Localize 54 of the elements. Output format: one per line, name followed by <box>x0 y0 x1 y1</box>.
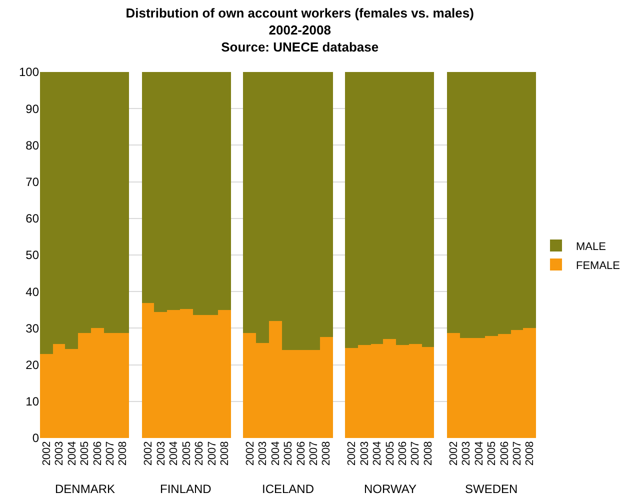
x-tick-label: 2002 <box>346 441 358 466</box>
x-tick-label: 2005 <box>79 441 92 466</box>
x-tick-label: 2006 <box>194 441 206 466</box>
y-tick-label: 90 <box>26 102 40 116</box>
x-tick-label: 2002 <box>448 441 460 466</box>
x-tick-label: 2005 <box>384 441 396 466</box>
text: SWEDEN <box>465 482 518 496</box>
x-tick-label: 2002 <box>244 441 256 466</box>
y-tick-label: 0 <box>32 431 40 446</box>
x-tick-label: 2008 <box>320 441 333 466</box>
y-tick-label: 10 <box>26 394 40 409</box>
x-tick-label: 2007 <box>206 441 218 466</box>
x-tick-label: 2007 <box>511 441 524 466</box>
x-tick-label: 2006 <box>397 441 410 466</box>
x-tick-label: 2004 <box>473 441 486 466</box>
x-tick-label: 2006 <box>295 441 308 466</box>
y-tick-label: 60 <box>26 212 40 226</box>
x-tick-label: 2004 <box>270 441 282 466</box>
text: NORWAY <box>364 482 416 496</box>
x-tick-label: 2006 <box>92 441 104 466</box>
text: ICELAND <box>262 482 314 496</box>
legend-label: MALE <box>576 240 606 253</box>
x-tick-label: 2007 <box>410 441 422 466</box>
x-tick-label: 2003 <box>54 441 66 466</box>
x-tick-label: 2003 <box>257 441 270 466</box>
chart-title: Distribution of own account workers (females vs. males) 2002-2008 Source: UNECE database <box>126 6 474 54</box>
x-tick-label: 2004 <box>66 441 78 466</box>
x-tick-label: 2003 <box>358 441 371 466</box>
x-tick-label: 2002 <box>40 441 53 466</box>
y-tick-label: 80 <box>26 138 40 152</box>
x-tick-label: 2005 <box>282 441 295 466</box>
text: DENMARK <box>55 482 116 496</box>
x-tick-label: 2008 <box>524 441 536 466</box>
y-tick-label: 40 <box>26 284 40 299</box>
x-tick-label: 2003 <box>155 441 168 466</box>
legend-label: FEMALE <box>576 260 620 272</box>
x-tick-label: 2008 <box>218 441 231 466</box>
x-tick-label: 2004 <box>372 441 384 466</box>
y-tick-label: 70 <box>26 175 40 189</box>
text: FINLAND <box>160 482 212 496</box>
y-tick-label: 30 <box>26 321 40 336</box>
x-tick-label: 2007 <box>308 441 320 466</box>
x-tick-label: 2007 <box>104 441 117 466</box>
x-tick-label: 2008 <box>117 441 130 466</box>
x-tick-label: 2002 <box>142 441 155 466</box>
x-tick-label: 2008 <box>422 441 434 466</box>
x-tick-label: 2003 <box>460 441 473 466</box>
x-tick-label: 2005 <box>180 441 193 466</box>
x-tick-label: 2006 <box>498 441 511 466</box>
y-tick-label: 50 <box>26 248 40 262</box>
x-tick-label: 2004 <box>168 441 180 466</box>
y-tick-label: 100 <box>18 65 40 80</box>
x-tick-label: 2005 <box>486 441 498 466</box>
y-tick-label: 20 <box>26 358 40 372</box>
